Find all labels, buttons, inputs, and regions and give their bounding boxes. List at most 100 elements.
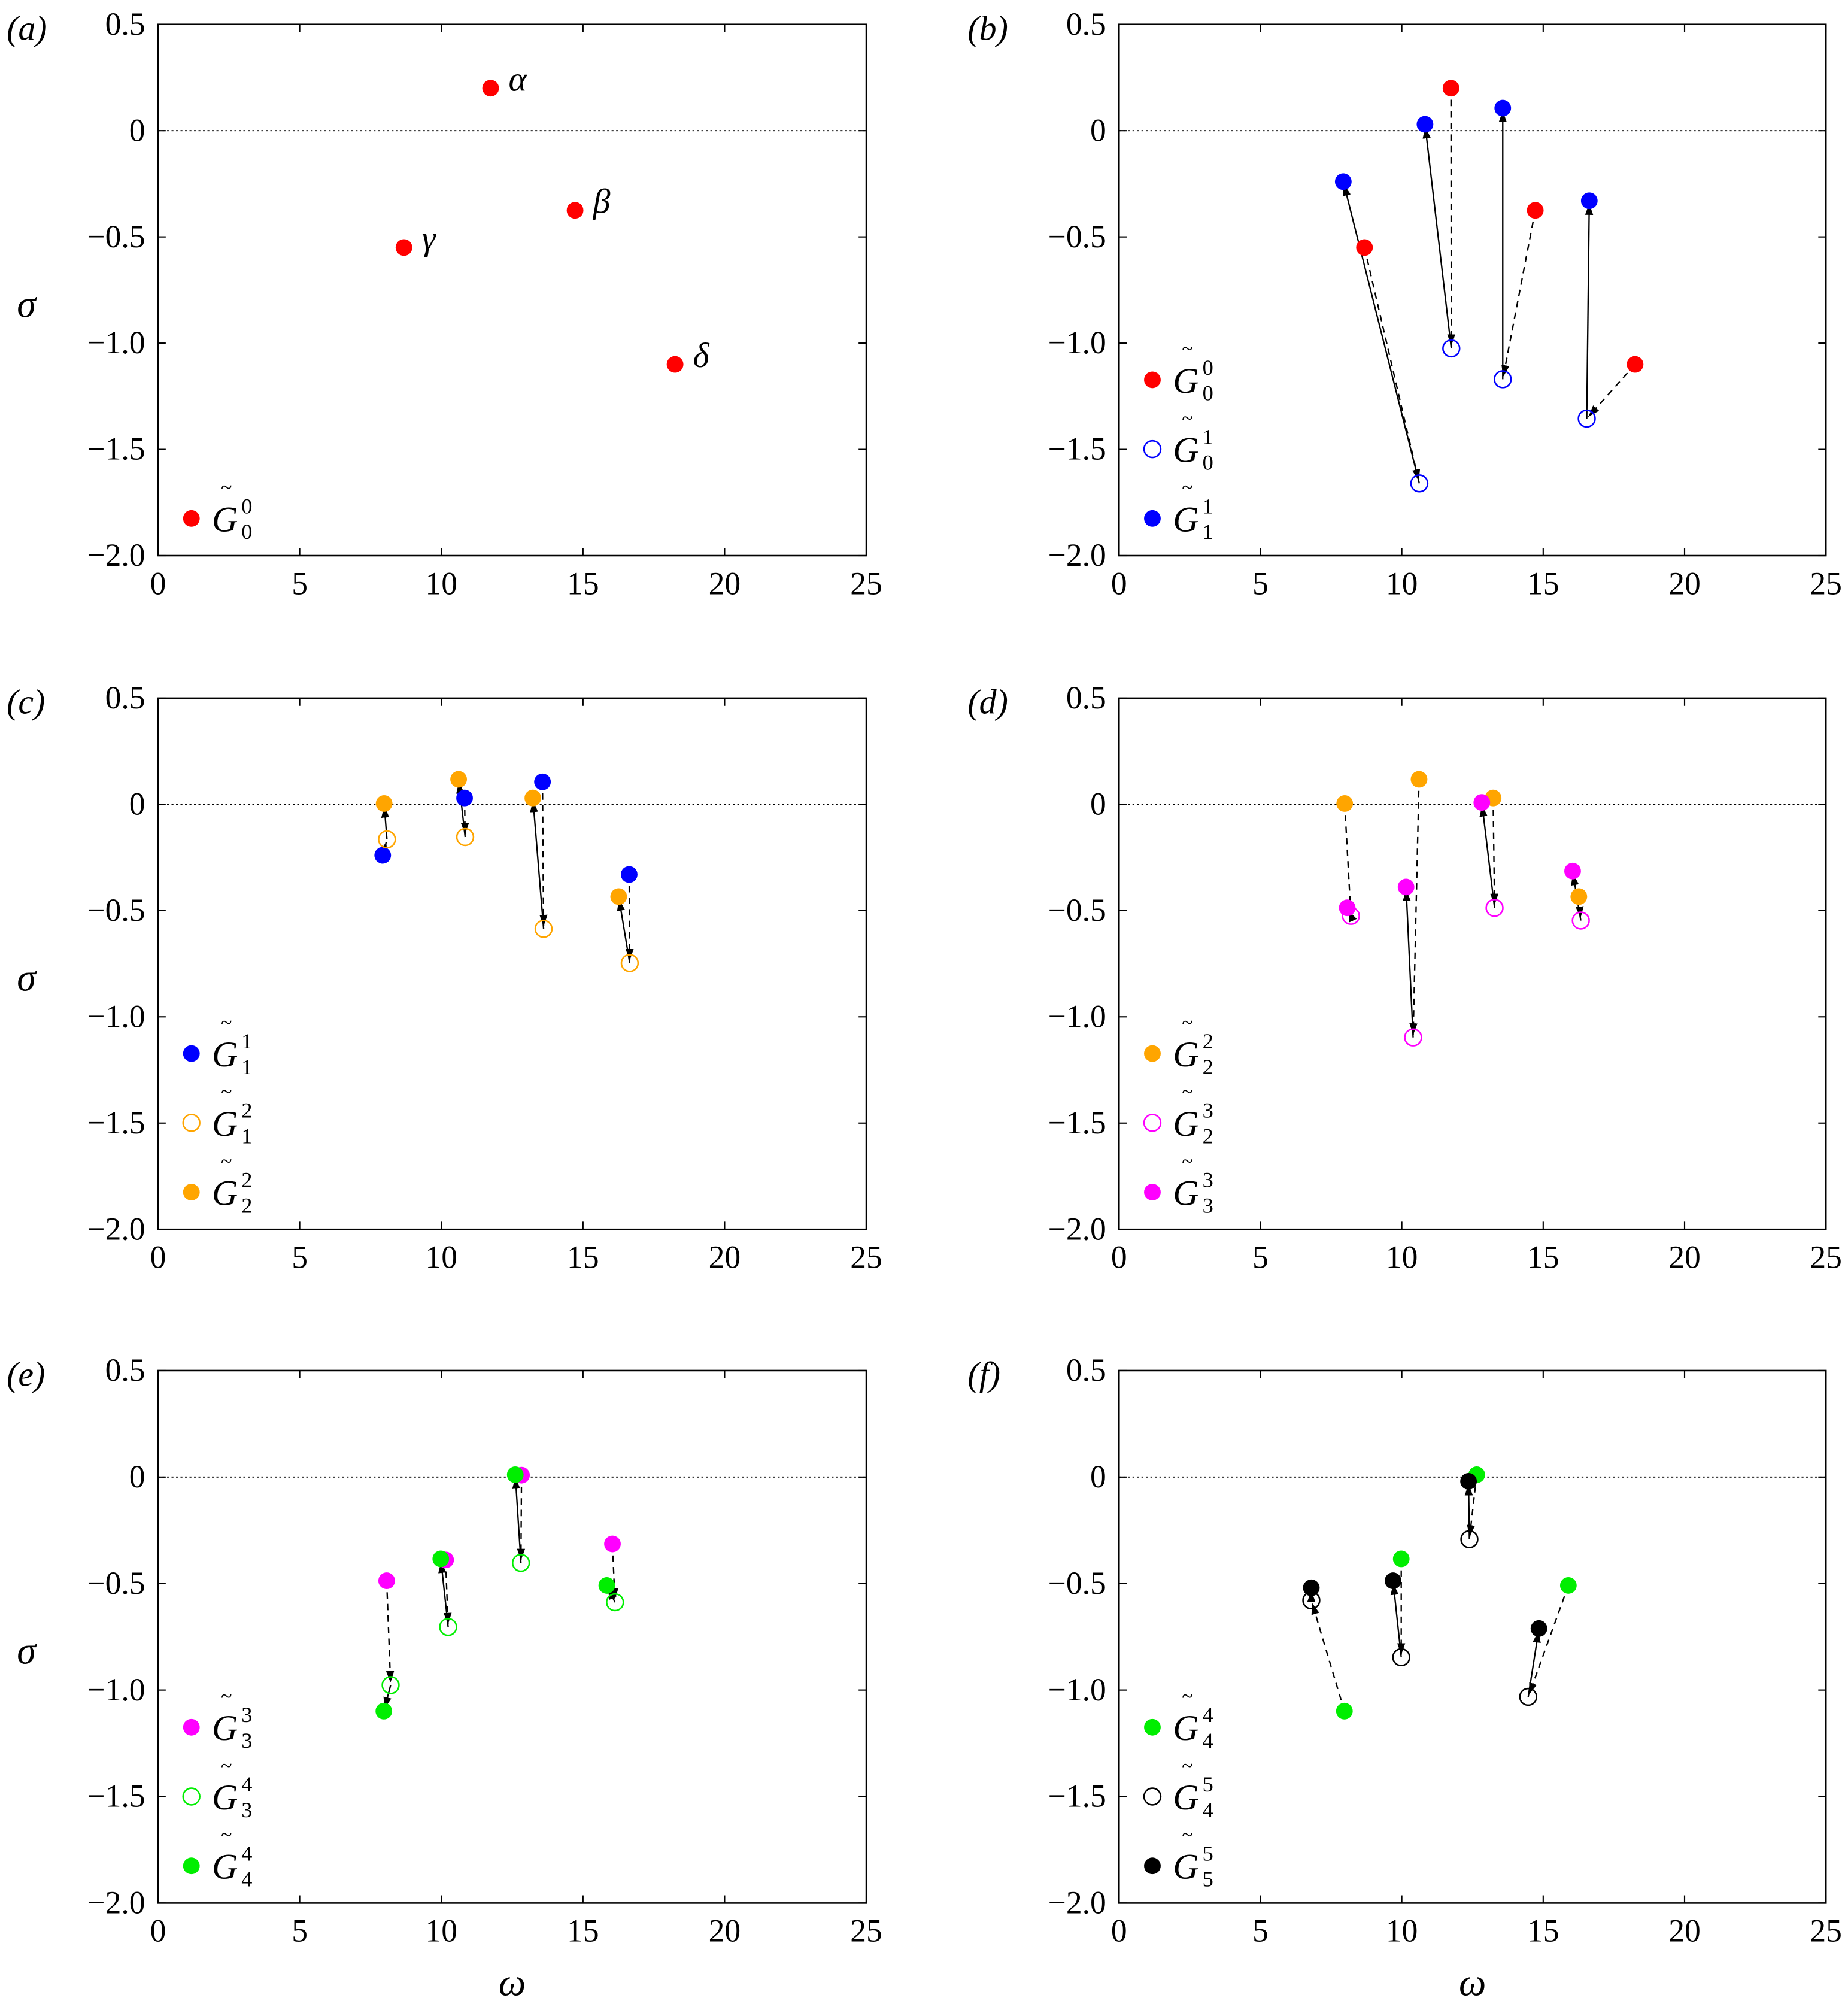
solid-arrow: [1464, 1484, 1473, 1539]
legend-entry: G~11: [183, 1011, 253, 1079]
x-tick-label: 15: [1527, 1239, 1559, 1275]
data-point-filled: [1303, 1579, 1320, 1596]
legend-marker-filled: [183, 1184, 200, 1200]
x-tick-label: 10: [1386, 1913, 1418, 1949]
y-axis-label: σ: [17, 283, 37, 325]
legend-marker-filled: [183, 1857, 200, 1875]
y-tick-label: −0.5: [87, 892, 145, 928]
data-point-filled: [1410, 771, 1428, 788]
dashed-arrow: [1528, 1585, 1569, 1695]
y-tick-label: −2.0: [87, 537, 145, 573]
legend-label-sup: 0: [1203, 356, 1213, 380]
y-tick-label: −2.0: [1048, 537, 1106, 573]
legend-label-base: G: [1173, 361, 1198, 401]
y-tick-label: −1.5: [1048, 1105, 1106, 1141]
legend-marker-filled: [183, 1045, 200, 1062]
legend-label-sup: 1: [241, 1029, 252, 1053]
y-tick-label: 0: [129, 1459, 145, 1494]
legend: G~33G~43G~44: [182, 1685, 253, 1891]
y-tick-label: −2.0: [87, 1885, 145, 1921]
panel-label: (a): [7, 8, 47, 47]
legend-marker-filled: [1144, 371, 1161, 389]
data-point-filled: [506, 1466, 524, 1483]
x-tick-label: 5: [292, 1239, 308, 1275]
legend-label-accent: ~: [1182, 1150, 1193, 1172]
legend-entry: G~22: [183, 1150, 253, 1217]
x-tick-label: 25: [1810, 565, 1842, 601]
x-tick-label: 20: [1668, 565, 1701, 601]
y-tick-label: −2.0: [87, 1211, 145, 1247]
series-1: [378, 827, 639, 972]
x-tick-label: 15: [567, 1913, 599, 1949]
series-0: [1336, 771, 1588, 905]
solid-arrow: [1422, 126, 1452, 349]
legend-label-sub: 0: [1203, 381, 1213, 405]
dashed-arrow: [626, 874, 634, 961]
legend-entry: G~55: [1144, 1824, 1213, 1891]
legend-label-sub: 4: [1203, 1798, 1213, 1822]
x-tick-label: 10: [1386, 565, 1418, 601]
y-tick-label: 0: [129, 786, 145, 822]
legend-label-sub: 0: [241, 520, 252, 544]
legend-label-sub: 3: [241, 1798, 252, 1822]
data-point-open: [1404, 1028, 1422, 1047]
legend-label-accent: ~: [1182, 338, 1193, 360]
data-point-open: [1577, 409, 1596, 428]
legend-label-accent: ~: [1182, 1824, 1193, 1847]
y-tick-label: −1.0: [1048, 998, 1106, 1034]
y-tick-label: 0.5: [1066, 6, 1106, 42]
legend-entry: G~10: [1143, 407, 1213, 474]
legend-entry: G~44: [1144, 1685, 1213, 1753]
dashed-arrow: [1588, 363, 1636, 417]
data-point-open: [606, 1593, 624, 1612]
legend-label-sub: 4: [1203, 1729, 1213, 1753]
x-tick-label: 0: [1111, 1913, 1127, 1949]
legend-label-base: G: [1173, 1173, 1198, 1212]
y-tick-label: 0: [1090, 112, 1106, 148]
legend-marker-open: [182, 1787, 201, 1806]
dashed-arrow: [386, 1581, 395, 1683]
x-tick-label: 25: [1810, 1913, 1842, 1949]
legend-marker-open: [1143, 1787, 1162, 1806]
legend-marker-filled: [1144, 1045, 1161, 1062]
y-tick-label: 0.5: [105, 6, 145, 42]
x-tick-label: 20: [709, 1913, 741, 1949]
data-point-open: [1410, 474, 1429, 493]
data-point-filled: [1570, 888, 1588, 905]
legend-entry: G~00: [1144, 338, 1213, 405]
solid-arrow: [617, 899, 631, 963]
data-point-filled: [604, 1535, 621, 1553]
y-tick-label: −1.0: [87, 325, 145, 360]
legend-label-sub: 1: [241, 1124, 252, 1148]
panel-label: (b): [967, 8, 1008, 47]
solid-arrow: [1343, 184, 1421, 484]
legend: G~00G~10G~11: [1143, 338, 1213, 544]
x-tick-label: 25: [850, 565, 882, 601]
legend-label-base: G: [212, 1847, 238, 1887]
legend-label-base: G: [1173, 431, 1198, 470]
legend-label-accent: ~: [221, 1754, 232, 1777]
legend-label-sub: 2: [241, 1193, 252, 1217]
x-tick-label: 5: [1252, 1239, 1269, 1275]
data-point-filled: [1392, 1550, 1410, 1568]
data-point-filled: [375, 1702, 393, 1720]
y-tick-label: −1.0: [1048, 1672, 1106, 1708]
legend-entry: G~11: [1144, 476, 1213, 544]
legend-label-sup: 3: [1203, 1099, 1213, 1123]
data-point-filled: [1416, 116, 1434, 133]
legend-label-base: G: [212, 1708, 238, 1748]
legend-marker-filled: [183, 1718, 200, 1736]
data-point-filled: [1336, 795, 1354, 812]
legend-marker-filled: [1144, 510, 1161, 527]
y-tick-label: −1.5: [87, 1105, 145, 1141]
data-point-filled: [1564, 862, 1581, 880]
data-point-filled: [1385, 1572, 1401, 1590]
panel-c: 0 5 10 15 20 250.50−0.5−1.0−1.5−2.0(c)σG~11G~…: [7, 680, 882, 1275]
y-tick-label: −0.5: [87, 219, 145, 254]
y-tick-label: −0.5: [87, 1565, 145, 1601]
solid-arrow: [438, 1561, 449, 1627]
dashed-arrow: [610, 1544, 619, 1600]
legend-entry: G~22: [1144, 1011, 1213, 1079]
legend-label-sup: 2: [241, 1099, 252, 1123]
y-axis-label: σ: [17, 1630, 37, 1672]
